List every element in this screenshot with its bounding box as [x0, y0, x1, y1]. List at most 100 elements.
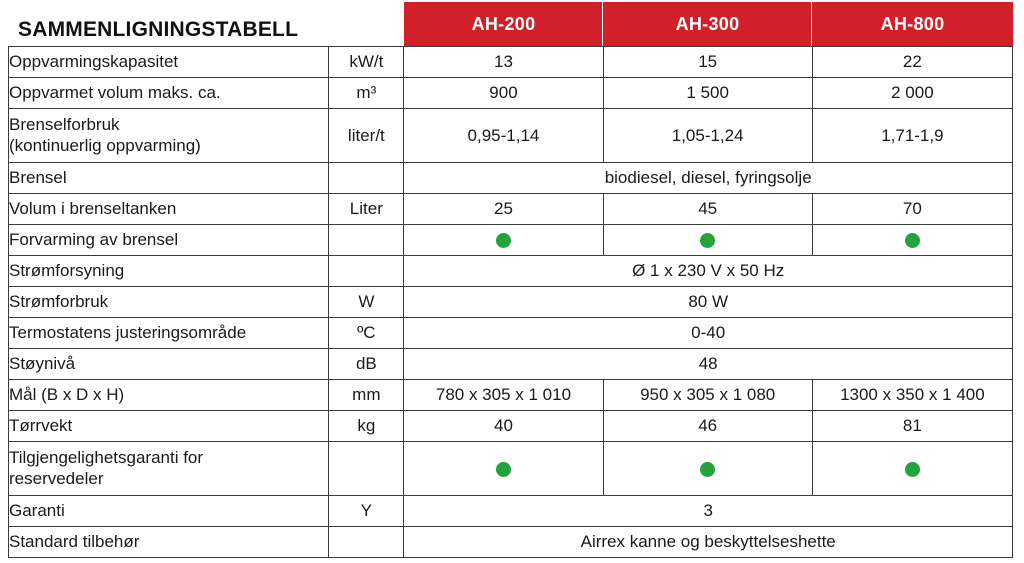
row-value-merged: 3	[403, 495, 1013, 527]
row-value-merged: biodiesel, diesel, fyringsolje	[403, 162, 1013, 194]
row-unit: ºC	[328, 317, 405, 349]
row-value-ah200	[403, 441, 604, 496]
row-label-line1: Brensel	[9, 167, 67, 187]
table-row: Termostatens justeringsområde ºC 0-40	[7, 317, 1013, 349]
available-dot-icon	[495, 461, 511, 477]
row-value-ah300	[602, 441, 813, 496]
row-label: Garanti	[7, 495, 330, 527]
row-label-line1: Standard tilbehør	[9, 531, 140, 551]
row-value-ah200: 900	[403, 77, 604, 109]
row-label: Oppvarmingskapasitet	[7, 46, 330, 78]
row-unit: Liter	[328, 193, 405, 225]
row-value-merged: 48	[403, 348, 1013, 380]
row-value-merged: 0-40	[403, 317, 1013, 349]
row-label-line1: Strømforbruk	[9, 291, 109, 311]
row-value-ah200: 780 x 305 x 1 010	[403, 379, 604, 411]
row-value-ah300: 1,05-1,24	[602, 108, 813, 163]
row-unit	[328, 526, 405, 558]
row-label: Mål (B x D x H)	[7, 379, 330, 411]
column-header-ah200: AH-200	[404, 2, 603, 46]
row-label: Brenselforbruk (kontinuerlig oppvarming)	[7, 108, 330, 163]
available-dot-icon	[700, 233, 716, 249]
row-value-ah300: 1 500	[602, 77, 813, 109]
table-row: Oppvarmingskapasitet kW/t 13 15 22	[7, 46, 1014, 78]
row-label-line1: Mål (B x D x H)	[9, 384, 125, 404]
title-band: SAMMENLIGNINGSTABELL	[0, 0, 1024, 46]
row-unit: m³	[328, 77, 405, 109]
row-label-line2: (kontinuerlig oppvarming)	[9, 135, 201, 155]
row-value-ah800: 70	[811, 193, 1014, 225]
table-row: Mål (B x D x H) mm 780 x 305 x 1 010 950 x …	[7, 379, 1014, 411]
row-unit	[328, 255, 405, 287]
row-label-line1: Strømforsyning	[9, 260, 125, 280]
row-value-ah800: 1300 x 350 x 1 400	[811, 379, 1014, 411]
row-label-line1: Tørrvekt	[9, 415, 73, 435]
specifications-table: Oppvarmingskapasitet kW/t 13 15 22 Oppvarmet …	[7, 46, 1014, 558]
table-row: Støynivå dB 48	[7, 348, 1013, 380]
row-value-merged: Ø 1 x 230 V x 50 Hz	[403, 255, 1013, 287]
row-unit	[328, 441, 405, 496]
page-title: SAMMENLIGNINGSTABELL	[18, 18, 299, 41]
row-unit: liter/t	[328, 108, 405, 163]
row-label-line2: reservedeler	[9, 468, 104, 488]
row-value-ah200: 13	[403, 46, 604, 78]
column-header-ah800: AH-800	[812, 2, 1013, 46]
table-row: Standard tilbehør Airrex kanne og beskytt…	[7, 526, 1013, 558]
row-label: Strømforsyning	[7, 255, 330, 287]
row-unit	[328, 224, 405, 256]
row-value-ah300: 45	[602, 193, 813, 225]
row-value-merged: 80 W	[403, 286, 1013, 318]
available-dot-icon	[495, 233, 511, 249]
row-label-line1: Forvarming av brensel	[9, 229, 179, 249]
row-label-line1: Termostatens justeringsområde	[9, 322, 247, 342]
row-label: Standard tilbehør	[7, 526, 330, 558]
row-value-ah300	[602, 224, 813, 256]
row-value-ah300: 15	[602, 46, 813, 78]
row-label: Strømforbruk	[7, 286, 330, 318]
row-value-ah200: 0,95-1,14	[403, 108, 604, 163]
column-header-ah300: AH-300	[603, 2, 812, 46]
row-unit: W	[328, 286, 405, 318]
row-label-line1: Oppvarmet volum maks. ca.	[9, 82, 221, 102]
available-dot-icon	[700, 461, 716, 477]
row-value-ah800: 22	[811, 46, 1014, 78]
table-row: Strømforsyning Ø 1 x 230 V x 50 Hz	[7, 255, 1013, 287]
row-value-ah800	[811, 224, 1014, 256]
row-unit: kW/t	[328, 46, 405, 78]
row-value-merged: Airrex kanne og beskyttelseshette	[403, 526, 1013, 558]
table-row: Garanti Y 3	[7, 495, 1013, 527]
row-unit	[328, 162, 405, 194]
row-value-ah300: 950 x 305 x 1 080	[602, 379, 813, 411]
row-label: Volum i brenseltanken	[7, 193, 330, 225]
row-label: Forvarming av brensel	[7, 224, 330, 256]
table-row: Oppvarmet volum maks. ca. m³ 900 1 500 2 000	[7, 77, 1014, 109]
row-label-line1: Oppvarmingskapasitet	[9, 51, 179, 71]
row-label: Støynivå	[7, 348, 330, 380]
row-value-ah800: 81	[811, 410, 1014, 442]
row-label-line1: Støynivå	[9, 353, 76, 373]
row-unit: Y	[328, 495, 405, 527]
row-value-ah200	[403, 224, 604, 256]
row-unit: mm	[328, 379, 405, 411]
table-row: Brenselforbruk (kontinuerlig oppvarming) l…	[7, 108, 1014, 163]
table-row: Forvarming av brensel	[7, 224, 1014, 256]
row-label: Termostatens justeringsområde	[7, 317, 330, 349]
available-dot-icon	[904, 233, 920, 249]
row-unit: dB	[328, 348, 405, 380]
available-dot-icon	[904, 461, 920, 477]
row-value-ah200: 25	[403, 193, 604, 225]
row-value-ah200: 40	[403, 410, 604, 442]
row-unit: kg	[328, 410, 405, 442]
row-label-line1: Brenselforbruk	[9, 115, 120, 135]
row-value-ah800	[811, 441, 1014, 496]
table-row: Brensel biodiesel, diesel, fyringsolje	[7, 162, 1013, 194]
row-value-ah800: 1,71-1,9	[811, 108, 1014, 163]
table-row: Tørrvekt kg 40 46 81	[7, 410, 1014, 442]
row-label-line1: Tilgjengelighetsgaranti for	[9, 448, 204, 468]
row-value-ah800: 2 000	[811, 77, 1014, 109]
table-row: Strømforbruk W 80 W	[7, 286, 1013, 318]
row-label-line1: Garanti	[9, 500, 65, 520]
row-label: Brensel	[7, 162, 330, 194]
row-label: Oppvarmet volum maks. ca.	[7, 77, 330, 109]
row-label-line1: Volum i brenseltanken	[9, 198, 177, 218]
